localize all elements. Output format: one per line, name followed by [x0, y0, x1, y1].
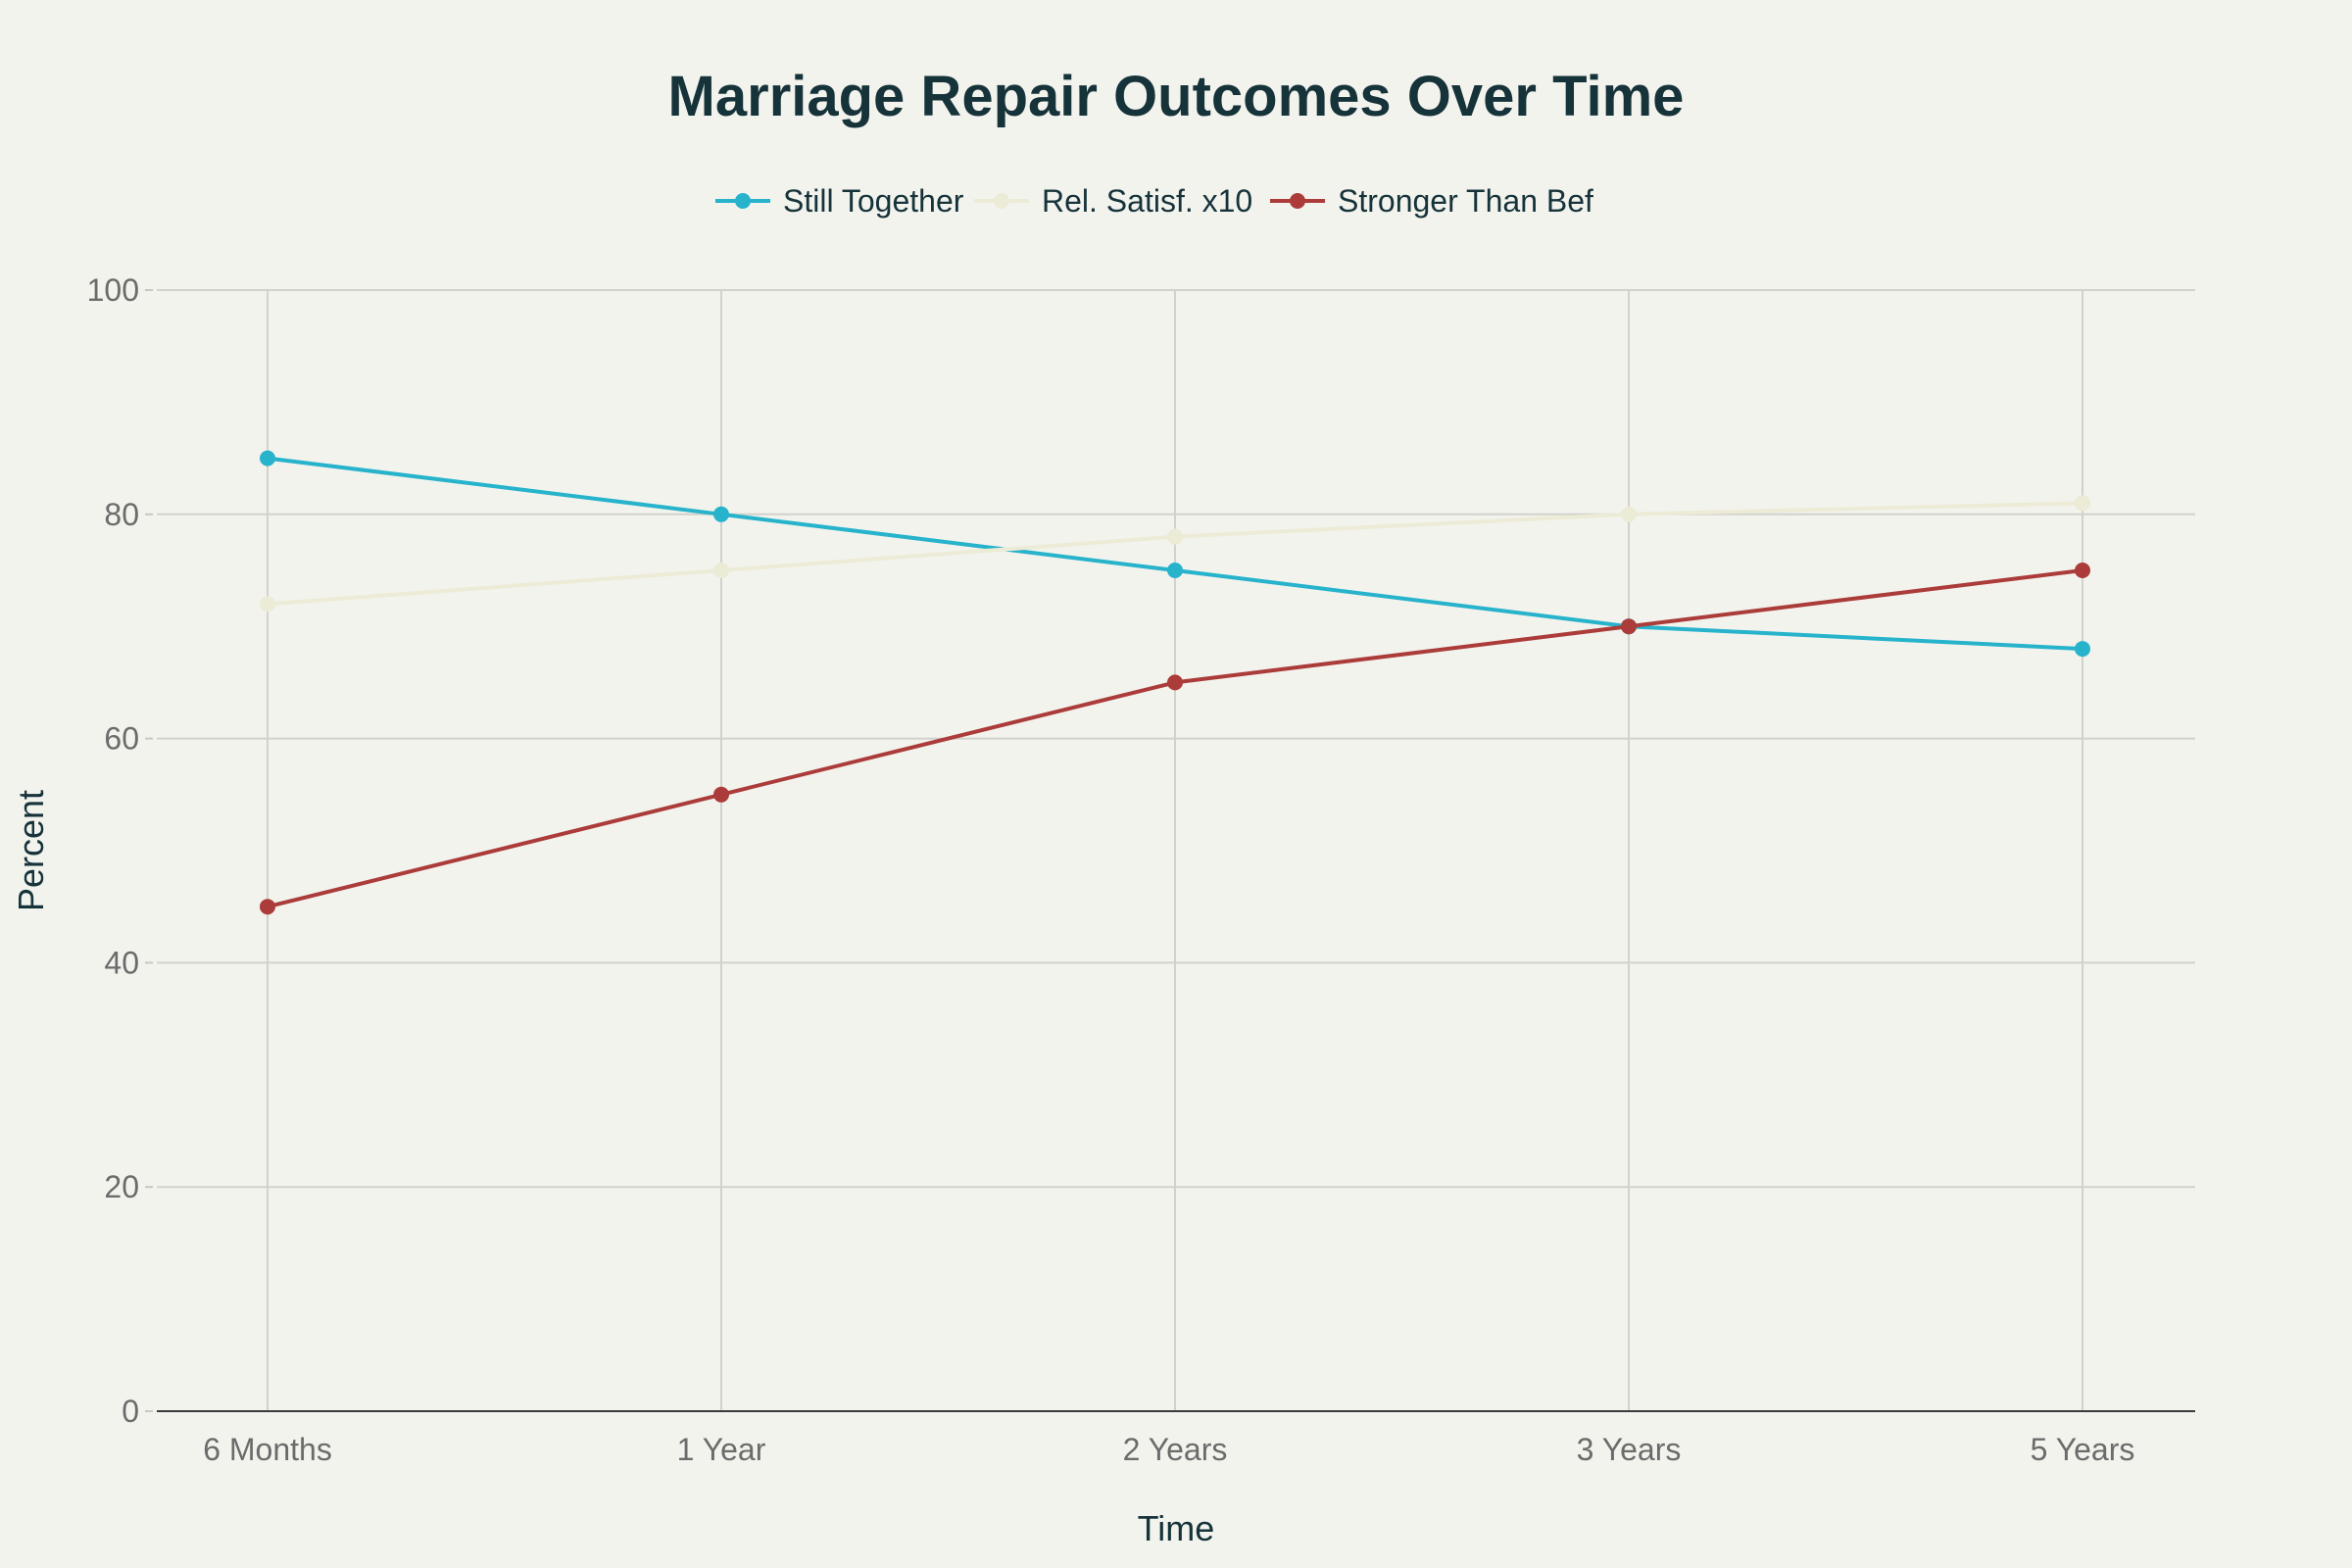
x-tick-label: 5 Years: [2031, 1432, 2135, 1467]
legend-item[interactable]: Still Together: [715, 183, 964, 219]
grid-lines: [157, 289, 2195, 1411]
data-point[interactable]: [713, 506, 729, 522]
x-tick-label: 2 Years: [1123, 1432, 1228, 1467]
legend-swatch-marker: [994, 193, 1009, 209]
legend-swatch-marker: [735, 193, 751, 209]
x-tick-label: 6 Months: [203, 1432, 332, 1467]
data-point[interactable]: [260, 450, 275, 466]
y-tick-label: 60: [104, 721, 139, 757]
data-point[interactable]: [1167, 528, 1183, 545]
data-point[interactable]: [260, 596, 275, 612]
data-point[interactable]: [1621, 506, 1637, 522]
data-point[interactable]: [713, 563, 729, 578]
series-group: [260, 450, 2090, 915]
data-point[interactable]: [1167, 674, 1183, 691]
data-point[interactable]: [2075, 563, 2090, 578]
series-2: [260, 563, 2090, 915]
y-axis-ticks: 0 20 40 60 80 100: [87, 272, 153, 1429]
data-point[interactable]: [2075, 641, 2090, 658]
series-1: [260, 495, 2090, 612]
y-tick-label: 0: [122, 1394, 139, 1429]
x-tick-label: 1 Year: [677, 1432, 766, 1467]
data-point[interactable]: [2075, 495, 2090, 512]
data-point[interactable]: [1621, 618, 1637, 635]
x-axis-ticks: 6 Months 1 Year 2 Years 3 Years 5 Years: [203, 1432, 2134, 1467]
legend-item[interactable]: Rel. Satisf. x10: [974, 183, 1252, 219]
data-point[interactable]: [1167, 563, 1183, 578]
y-tick-label: 80: [104, 497, 139, 532]
legend-item[interactable]: Stronger Than Bef: [1270, 183, 1593, 219]
x-axis-title: Time: [1138, 1508, 1215, 1548]
legend: Still Together Rel. Satisf. x10 Stronger T…: [715, 183, 1593, 219]
chart-title: Marriage Repair Outcomes Over Time: [668, 65, 1685, 128]
y-axis-title: Percent: [11, 790, 51, 911]
data-point[interactable]: [260, 899, 275, 915]
legend-label: Still Together: [783, 183, 964, 219]
y-tick-label: 100: [87, 272, 139, 308]
y-tick-label: 40: [104, 945, 139, 980]
legend-label: Rel. Satisf. x10: [1042, 183, 1252, 219]
legend-swatch-marker: [1290, 193, 1305, 209]
data-point[interactable]: [713, 786, 729, 803]
y-tick-label: 20: [104, 1169, 139, 1204]
legend-label: Stronger Than Bef: [1338, 183, 1593, 219]
x-tick-label: 3 Years: [1577, 1432, 1682, 1467]
